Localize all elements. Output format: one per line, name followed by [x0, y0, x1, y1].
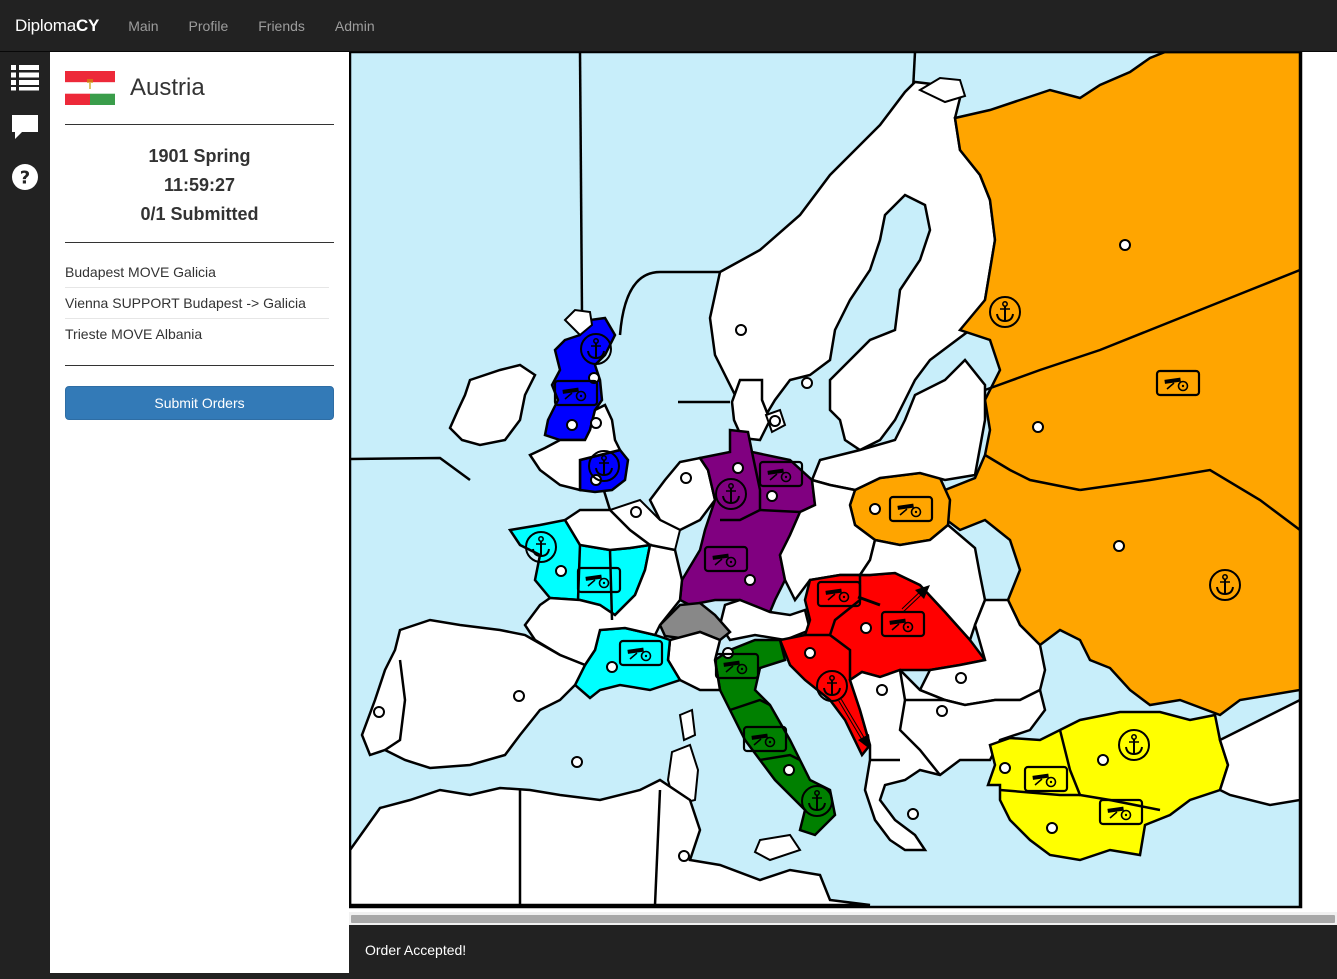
map-margin — [1301, 52, 1337, 912]
turn-info: 1901 Spring 11:59:27 0/1 Submitted — [65, 142, 334, 229]
order-item[interactable]: Trieste MOVE Albania — [65, 326, 203, 342]
order-item[interactable]: Vienna SUPPORT Budapest -> Galicia — [65, 288, 329, 319]
submitted-count: 0/1 Submitted — [140, 204, 259, 224]
order-item[interactable]: Budapest MOVE Galicia — [65, 257, 329, 288]
chat-icon — [12, 115, 38, 139]
help-icon: ? — [12, 164, 38, 190]
orders-panel: Austria 1901 Spring 11:59:27 0/1 Submitt… — [50, 52, 349, 979]
brand-logo[interactable]: DiplomaCY — [15, 16, 99, 36]
land-italy[interactable] — [713, 638, 837, 837]
land-iberia[interactable] — [360, 618, 587, 770]
rail-orders-tab[interactable] — [0, 52, 50, 102]
germany-borders — [720, 451, 801, 522]
top-navbar: DiplomaCY Main Profile Friends Admin — [0, 0, 1337, 52]
toast-message: Order Accepted! — [365, 942, 467, 958]
italy-borders — [729, 698, 801, 762]
land-galicia[interactable] — [857, 523, 987, 643]
bottom-strip — [0, 973, 349, 979]
submit-orders-button[interactable]: Submit Orders — [65, 386, 334, 420]
order-arrows — [838, 585, 930, 750]
countdown-timer: 11:59:27 — [163, 175, 236, 195]
land-switzerland — [658, 601, 732, 642]
country-name: Austria — [130, 74, 205, 101]
rail-chat-tab[interactable] — [0, 102, 50, 152]
brand-regular: Diploma — [15, 15, 76, 35]
balkan-borders — [870, 669, 945, 776]
scrollbar-thumb[interactable] — [351, 915, 1335, 923]
land-turkey[interactable] — [986, 710, 1230, 862]
land-scotland-top — [563, 308, 594, 337]
land-balkans[interactable] — [848, 668, 1047, 852]
russia-borders — [984, 268, 1301, 531]
season-label: 1901 Spring — [148, 146, 251, 166]
list-icon — [11, 65, 39, 91]
brand-bold: CY — [75, 15, 100, 35]
land-picardy[interactable] — [563, 508, 654, 552]
land-corsica — [678, 708, 697, 742]
europe-map[interactable] — [349, 52, 1337, 912]
land-north-islands — [917, 76, 967, 104]
game-map[interactable] — [349, 52, 1337, 912]
austria-flag-icon — [65, 71, 115, 105]
nav-admin[interactable]: Admin — [334, 17, 375, 34]
toast-notification: Order Accepted! — [349, 925, 1337, 979]
nav-friends[interactable]: Friends — [258, 17, 305, 34]
icon-rail: ? — [0, 52, 50, 979]
map-frame — [349, 52, 1303, 909]
divider — [65, 365, 334, 366]
land-armenia-syria[interactable] — [1218, 697, 1302, 807]
nav-main[interactable]: Main — [128, 17, 159, 34]
africa-borders — [518, 789, 662, 906]
divider — [65, 242, 334, 243]
land-north-africa[interactable] — [349, 778, 871, 907]
map-horizontal-scrollbar[interactable] — [349, 912, 1337, 925]
supply-centers — [373, 239, 1131, 862]
orders-list: Budapest MOVE Galicia Vienna SUPPORT Bud… — [65, 257, 329, 350]
land-portugal-border — [384, 659, 407, 752]
divider — [65, 124, 334, 125]
turkey-borders — [999, 729, 1161, 812]
rail-help-tab[interactable]: ? — [0, 152, 50, 202]
land-ireland[interactable] — [448, 363, 537, 447]
country-header: Austria — [65, 71, 205, 105]
land-sicily — [753, 833, 802, 862]
svg-text:?: ? — [20, 168, 30, 189]
nav-profile[interactable]: Profile — [188, 17, 229, 34]
